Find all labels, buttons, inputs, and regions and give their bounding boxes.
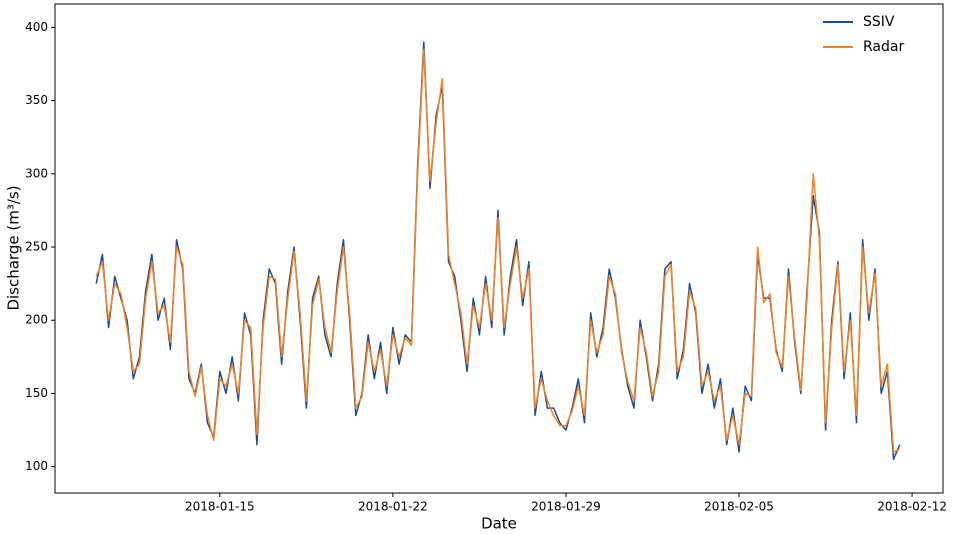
- legend-label: Radar: [863, 39, 904, 55]
- legend-label: SSIV: [863, 14, 895, 30]
- x-tick-label: 2018-01-15: [185, 500, 255, 514]
- y-tick-label: 100: [25, 459, 48, 473]
- series-line: [95, 48, 901, 453]
- y-tick-label: 300: [25, 166, 48, 180]
- y-tick-label: 400: [25, 20, 48, 34]
- plot-frame: [54, 3, 944, 494]
- x-tick-label: 2018-01-29: [531, 500, 601, 514]
- series-line: [95, 41, 901, 461]
- y-tick-label: 350: [25, 93, 48, 107]
- x-tick-label: 2018-01-22: [358, 500, 428, 514]
- x-tick-label: 2018-02-05: [704, 500, 774, 514]
- y-axis-label: Discharge (m³/s): [5, 185, 23, 310]
- x-axis-label: Date: [481, 515, 517, 533]
- x-tick-label: 2018-02-12: [877, 500, 947, 514]
- y-tick-label: 250: [25, 240, 48, 254]
- y-tick-label: 200: [25, 313, 48, 327]
- y-tick-label: 150: [25, 386, 48, 400]
